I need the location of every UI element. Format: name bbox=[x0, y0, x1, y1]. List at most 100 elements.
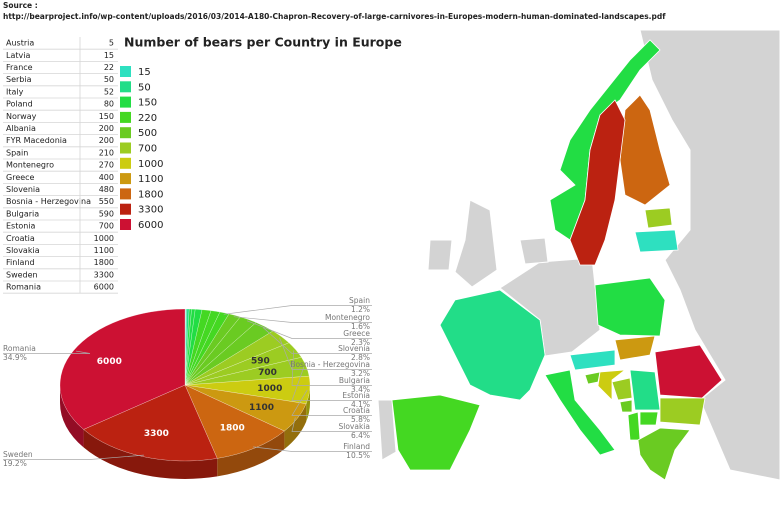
slice bbox=[184, 384, 285, 459]
slice-name: Croatia bbox=[343, 406, 370, 415]
legend-swatch bbox=[120, 81, 131, 93]
row-name: Montenegro bbox=[6, 161, 54, 170]
legend-swatch bbox=[120, 173, 131, 185]
row-name: Sweden bbox=[6, 270, 38, 279]
value-label: 1000 bbox=[257, 384, 282, 394]
slice bbox=[83, 384, 218, 462]
row-name: Poland bbox=[6, 100, 33, 109]
row-value: 22 bbox=[104, 63, 114, 72]
slice-name: Slovakia bbox=[339, 422, 371, 431]
legend-label: 3300 bbox=[138, 205, 163, 216]
leader-line bbox=[247, 320, 372, 339]
row-name: Estonia bbox=[6, 222, 36, 231]
row-value: 1100 bbox=[94, 246, 114, 255]
percent-label: 34.9% bbox=[3, 353, 27, 362]
row-name: Croatia bbox=[6, 234, 35, 243]
country bbox=[611, 377, 633, 401]
country bbox=[569, 99, 626, 266]
legend-label: 6000 bbox=[138, 220, 163, 231]
row-name: France bbox=[6, 63, 33, 72]
country bbox=[594, 277, 666, 337]
country bbox=[654, 344, 723, 399]
legend-swatch bbox=[120, 127, 131, 139]
land bbox=[427, 239, 453, 271]
country bbox=[391, 394, 481, 471]
row-value: 480 bbox=[99, 185, 114, 194]
legend-label: 1000 bbox=[138, 159, 163, 170]
country bbox=[439, 289, 546, 401]
legend-swatch bbox=[120, 203, 131, 215]
percent-label: 3.2% bbox=[351, 369, 370, 378]
slice bbox=[59, 308, 186, 430]
row-value: 15 bbox=[104, 51, 114, 60]
value-label: 700 bbox=[258, 368, 277, 378]
percent-label: 4.1% bbox=[351, 400, 370, 409]
row-value: 1800 bbox=[94, 258, 114, 267]
row-value: 3300 bbox=[94, 270, 114, 279]
row-name: Spain bbox=[6, 148, 28, 157]
legend-swatch bbox=[120, 219, 131, 230]
slice-name: Bulgaria bbox=[339, 376, 370, 385]
country bbox=[584, 371, 601, 385]
row-name: Romania bbox=[6, 283, 41, 292]
row-value: 52 bbox=[104, 87, 114, 96]
country bbox=[619, 399, 633, 413]
land bbox=[519, 237, 549, 265]
slice-name: Slovenia bbox=[338, 344, 370, 353]
legend-label: 220 bbox=[138, 113, 157, 124]
value-label: 1800 bbox=[220, 423, 245, 433]
leader-line bbox=[279, 337, 372, 370]
table: Austria 5 Latvia 15 France 22 Serbia 50 Italy 52 P… bbox=[3, 37, 118, 294]
land bbox=[377, 399, 397, 461]
row-name: Italy bbox=[6, 87, 24, 96]
leader-line bbox=[291, 350, 372, 386]
row-value: 400 bbox=[99, 173, 114, 182]
row-name: Bulgaria bbox=[6, 209, 39, 218]
country bbox=[569, 349, 616, 371]
leader-line bbox=[291, 389, 372, 416]
row-value: 700 bbox=[99, 222, 114, 231]
row-name: Slovenia bbox=[6, 185, 40, 194]
slice-name: Romania bbox=[3, 344, 36, 353]
slice-name: Greece bbox=[343, 329, 370, 338]
row-value: 200 bbox=[99, 124, 114, 133]
row-name: Latvia bbox=[6, 51, 30, 60]
country bbox=[659, 397, 706, 426]
country bbox=[637, 427, 691, 481]
legend-swatch bbox=[120, 188, 131, 200]
slice-side bbox=[306, 385, 310, 422]
row-value: 1000 bbox=[94, 234, 114, 243]
value-label: 590 bbox=[251, 357, 270, 367]
percent-label: 2.3% bbox=[351, 338, 370, 347]
leader-line bbox=[263, 327, 372, 354]
legend-label: 1100 bbox=[138, 174, 163, 185]
row-value: 80 bbox=[104, 100, 114, 109]
legend-swatch bbox=[120, 96, 131, 108]
legend: 15 50 150 220 500 700 1000 1100 1800 3300 6000 bbox=[120, 66, 163, 231]
slice-name: Finland bbox=[343, 442, 370, 451]
percent-label: 3.4% bbox=[351, 385, 370, 394]
row-name: Serbia bbox=[6, 75, 32, 84]
row-name: Austria bbox=[6, 39, 34, 48]
row-name: Norway bbox=[6, 112, 37, 121]
row-name: Finland bbox=[6, 258, 35, 267]
slice-name: Bosnia - Herzegovina bbox=[290, 360, 370, 369]
country bbox=[614, 335, 656, 361]
row-value: 270 bbox=[99, 161, 114, 170]
chart-title: Number of bears per Country in Europe bbox=[124, 35, 402, 50]
legend-label: 150 bbox=[138, 98, 157, 109]
source-url: http://bearproject.info/wp-content/uploa… bbox=[3, 12, 666, 21]
land bbox=[454, 199, 498, 288]
legend-swatch bbox=[120, 142, 131, 154]
percent-label: 1.6% bbox=[351, 322, 370, 331]
value-label: 1100 bbox=[249, 403, 274, 413]
row-value: 200 bbox=[99, 136, 114, 145]
legend-label: 700 bbox=[138, 144, 157, 155]
row-name: Bosnia - Herzegovina bbox=[6, 197, 91, 206]
slice-name: Montenegro bbox=[325, 313, 370, 322]
row-value: 210 bbox=[99, 148, 114, 157]
country bbox=[619, 94, 671, 206]
slice-side bbox=[60, 385, 84, 448]
